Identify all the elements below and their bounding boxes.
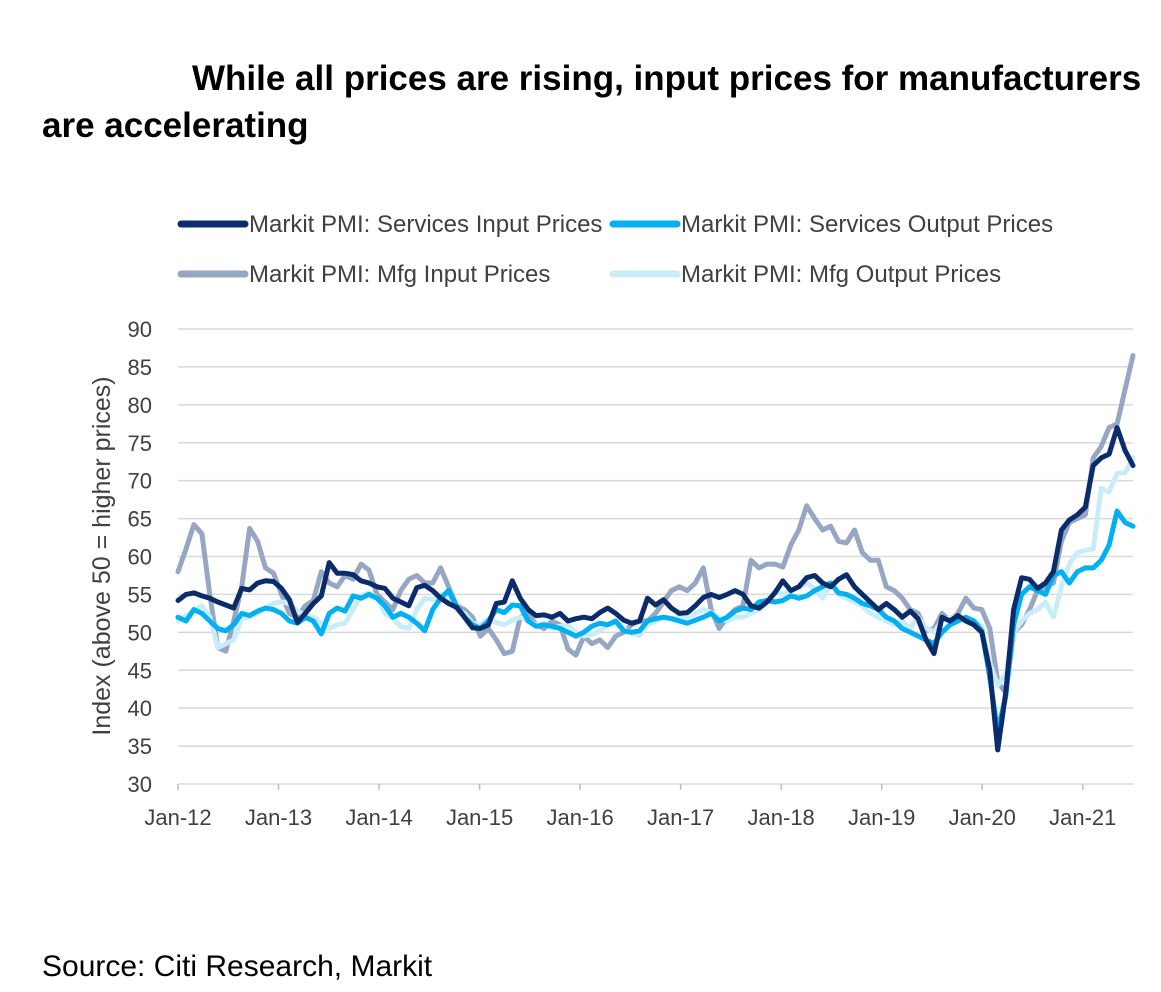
y-tick-label: 35 — [128, 734, 152, 759]
x-tick-label: Jan-16 — [546, 805, 613, 830]
legend-label: Markit PMI: Mfg Input Prices — [249, 261, 550, 288]
y-tick-label: 60 — [128, 545, 152, 570]
y-tick-label: 75 — [128, 431, 152, 456]
x-tick-label: Jan-21 — [1049, 805, 1116, 830]
y-tick-label: 50 — [128, 620, 152, 645]
x-tick-label: Jan-12 — [144, 805, 211, 830]
x-tick-label: Jan-17 — [647, 805, 714, 830]
legend: Markit PMI: Services Input Prices Markit … — [177, 211, 1053, 288]
legend-label: Markit PMI: Services Input Prices — [249, 211, 602, 238]
y-tick-label: 65 — [128, 507, 152, 532]
source-note: Source: Citi Research, Markit — [42, 950, 433, 983]
y-tick-label: 85 — [128, 355, 152, 380]
x-tick-label: Jan-19 — [848, 805, 915, 830]
series-line-0 — [175, 425, 1136, 753]
legend-label: Markit PMI: Services Output Prices — [681, 211, 1053, 238]
series-line-2 — [175, 353, 1136, 696]
y-tick-label: 80 — [128, 393, 152, 418]
y-tick-label: 40 — [128, 696, 152, 721]
x-tick-label: Jan-18 — [748, 805, 815, 830]
series-lines — [175, 353, 1136, 753]
y-axis-ticks: 30 35 40 45 50 55 60 65 70 75 80 85 90 — [128, 317, 152, 797]
x-tick-label: Jan-14 — [345, 805, 412, 830]
y-tick-label: 45 — [128, 658, 152, 683]
chart-title: While all prices are rising, input price… — [42, 59, 1142, 145]
series-line-1 — [175, 508, 1136, 734]
y-tick-label: 30 — [128, 772, 152, 797]
legend-label: Markit PMI: Mfg Output Prices — [681, 261, 1001, 288]
gridlines — [178, 328, 1133, 785]
y-tick-label: 90 — [128, 317, 152, 342]
x-axis-ticks: Jan-12 Jan-13 Jan-14 Jan-15 Jan-16 Jan-17 Jan-… — [144, 784, 1116, 830]
x-tick-label: Jan-15 — [446, 805, 513, 830]
y-axis-title: Index (above 50 = higher prices) — [88, 376, 116, 735]
x-tick-label: Jan-13 — [245, 805, 312, 830]
y-tick-label: 55 — [128, 582, 152, 607]
y-tick-label: 70 — [128, 469, 152, 494]
x-tick-label: Jan-20 — [949, 805, 1016, 830]
